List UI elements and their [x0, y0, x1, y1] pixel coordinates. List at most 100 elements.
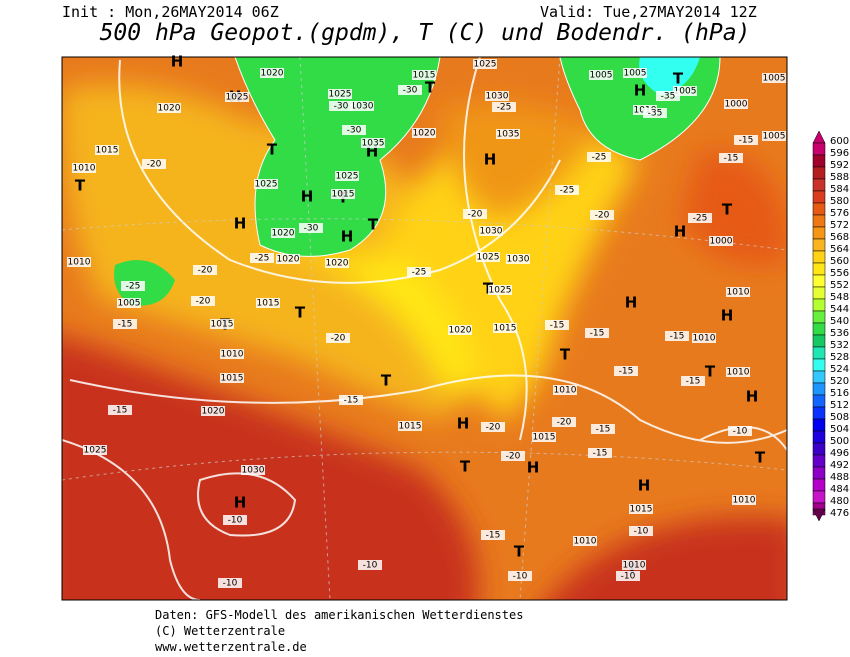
colorbar-label: 552	[830, 280, 849, 291]
footer-line: (C) Wetterzentrale	[155, 624, 286, 638]
pressure-center: T	[75, 177, 86, 195]
pressure-center: H	[341, 228, 354, 246]
isobar-label-box	[762, 131, 786, 141]
temperature-label: -15	[686, 377, 701, 387]
colorbar-label: 548	[830, 292, 849, 303]
temperature-label: -20	[196, 297, 211, 307]
isobar-label: 1015	[630, 505, 653, 515]
colorbar-bin	[812, 298, 826, 312]
isobar-label: 1015	[494, 324, 517, 334]
colorbar-bin	[812, 382, 826, 396]
temperature-label-box	[326, 333, 350, 343]
colorbar-label: 512	[830, 400, 849, 411]
isobar-label-box	[629, 504, 653, 514]
isobar-label-box	[361, 138, 385, 148]
colorbar-bin	[812, 466, 826, 480]
temperature-label: -20	[595, 211, 610, 221]
colorbar-label: 584	[830, 184, 849, 195]
isobar-label-box	[254, 179, 278, 189]
colorbar-label: 492	[830, 460, 849, 471]
temperature-label-box	[299, 223, 323, 233]
colorbar-bin	[812, 490, 826, 504]
isobar-label: 1020	[158, 104, 181, 114]
pressure-center: H	[301, 188, 314, 206]
temperature-label: -10	[223, 579, 238, 589]
isobar-label: 1010	[574, 537, 597, 547]
temperature-label: -20	[557, 418, 572, 428]
valid-time: Valid: Tue,27MAY2014 12Z	[540, 3, 757, 21]
colorbar-label: 500	[830, 436, 849, 447]
isobar-label-box	[335, 171, 359, 181]
isobar-label-box	[83, 445, 107, 455]
temperature-label: -25	[255, 254, 270, 264]
isobar-label-box	[241, 465, 265, 475]
isobar-label: 1020	[413, 129, 436, 139]
temperature-label-box	[665, 331, 689, 341]
isobar-label: 1025	[255, 180, 278, 190]
colorbar-label: 560	[830, 256, 849, 267]
isobar-label-box	[331, 189, 355, 199]
temperature-label: -15	[670, 332, 685, 342]
temperature-label-box	[329, 101, 353, 111]
temperature-label-box	[113, 319, 137, 329]
colorbar-label: 556	[830, 268, 849, 279]
colorbar-label: 524	[830, 364, 849, 375]
colorbar-bin	[812, 286, 826, 300]
temperature-label: -15	[344, 396, 359, 406]
colorbar-bin	[812, 274, 826, 288]
colorbar-label: 528	[830, 352, 849, 363]
isobar-label-box	[726, 367, 750, 377]
temperature-label-box	[218, 578, 242, 588]
temperature-label: -30	[347, 126, 362, 136]
colorbar-bin	[812, 250, 826, 264]
isobar-label: 1005	[590, 71, 613, 81]
pressure-center: T	[460, 458, 471, 476]
isobar-label-box	[623, 68, 647, 78]
temperature-label: -30	[334, 102, 349, 112]
isobar-label: 1015	[399, 422, 422, 432]
colorbar-bin	[812, 442, 826, 456]
temperature-label-box	[398, 85, 422, 95]
temperature-label-box	[629, 526, 653, 536]
footer-line: Daten: GFS-Modell des amerikanischen Wet…	[155, 608, 524, 622]
temperature-label: -20	[331, 334, 346, 344]
isobar-label-box	[260, 68, 284, 78]
temperature-label-box	[358, 560, 382, 570]
isobar-label-box	[220, 349, 244, 359]
isobar-label-box	[256, 298, 280, 308]
temperature-label: -15	[619, 367, 634, 377]
colorbar-bin	[812, 358, 826, 372]
pressure-center: T	[295, 304, 306, 322]
temperature-label-box	[688, 213, 712, 223]
colorbar-label: 592	[830, 160, 849, 171]
temperature-label: -10	[621, 572, 636, 582]
isobar-label: 1000	[710, 237, 733, 247]
temperature-label-box	[656, 91, 680, 101]
isobar-label: 1005	[763, 74, 786, 84]
pressure-center: T	[560, 346, 571, 364]
pressure-center: T	[705, 363, 716, 381]
colorbar-bin	[812, 154, 826, 168]
colorbar-cap	[812, 130, 826, 144]
temperature-label: -35	[661, 92, 676, 102]
isobar-label-box	[476, 252, 500, 262]
temperature-label-box	[492, 102, 516, 112]
temperature-label: -25	[497, 103, 512, 113]
temperature-label: -15	[113, 406, 128, 416]
isobar-label-box	[532, 432, 556, 442]
pressure-center: H	[638, 477, 651, 495]
temperature-label: -15	[593, 449, 608, 459]
isobar-label: 1015	[533, 433, 556, 443]
isobar-label: 1010	[221, 350, 244, 360]
isobar-label-box	[709, 236, 733, 246]
isobar-label-box	[95, 145, 119, 155]
temperature-label-box	[591, 424, 615, 434]
isobar-label: 1010	[68, 258, 91, 268]
colorbar-bin	[812, 238, 826, 252]
pressure-center: H	[234, 215, 247, 233]
colorbar-bin	[812, 418, 826, 432]
isobar-label-box	[692, 333, 716, 343]
colorbar-label: 504	[830, 424, 849, 435]
colorbar-bin	[812, 202, 826, 216]
colorbar-bin	[812, 478, 826, 492]
